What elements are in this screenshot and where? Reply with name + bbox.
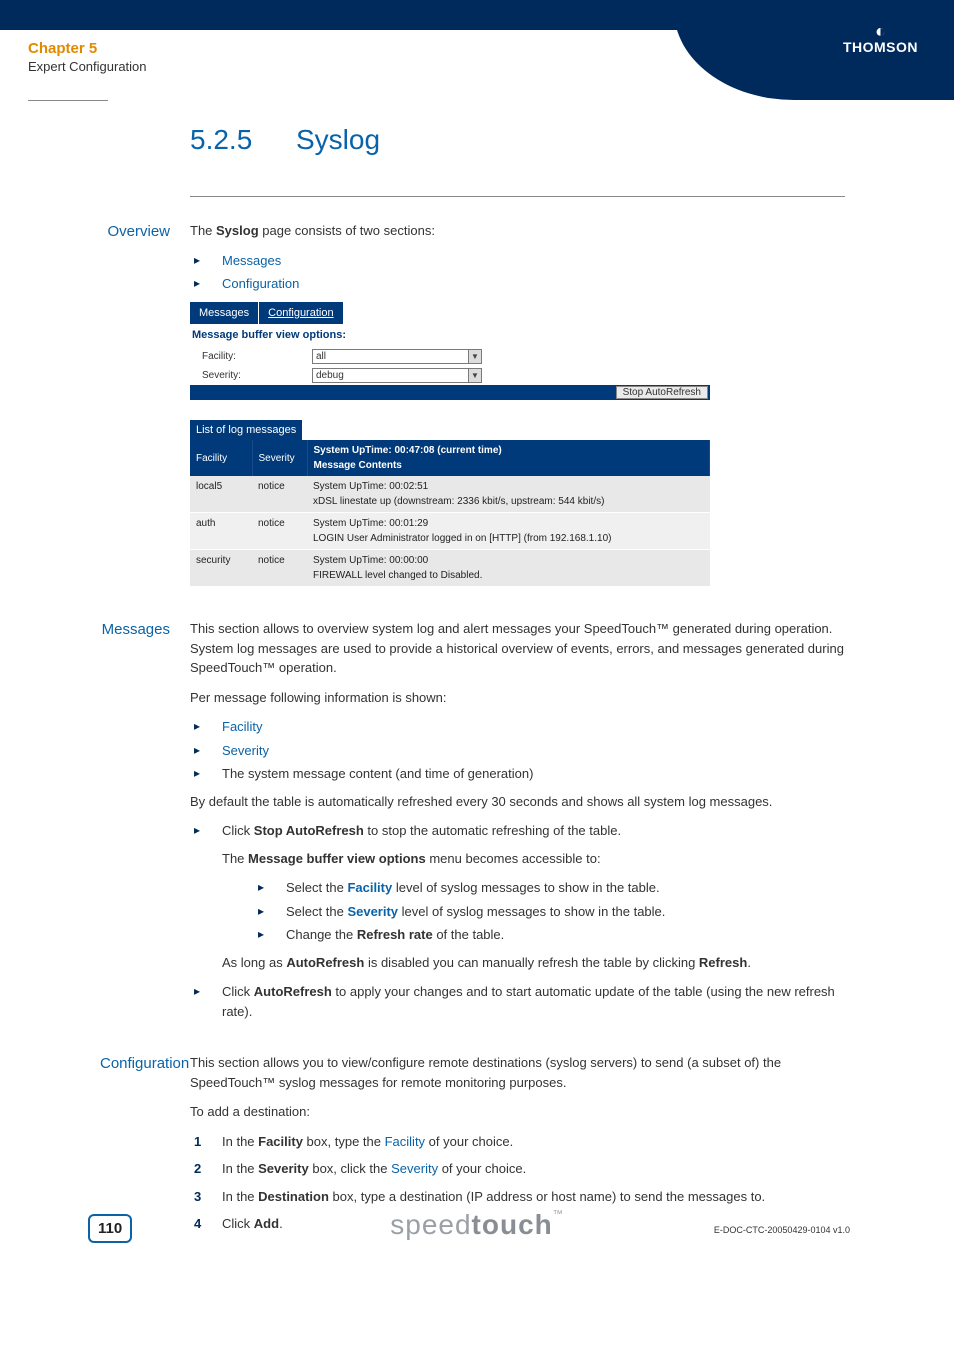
list-item: The system message content (and time of … (190, 764, 845, 784)
list-item: Change the Refresh rate of the table. (254, 925, 845, 945)
messages-label: Messages (100, 619, 190, 1029)
section-heading: 5.2.5 Syslog (190, 124, 845, 197)
overview-item-configuration[interactable]: Configuration (190, 274, 845, 294)
chapter-subtitle: Expert Configuration (28, 59, 147, 74)
log-list-label: List of log messages (190, 420, 302, 441)
list-item: Facility (190, 717, 845, 737)
list-item: Severity (190, 741, 845, 761)
overview-block: Overview The Syslog page consists of two… (190, 221, 845, 595)
list-item: Select the Severity level of syslog mess… (254, 902, 845, 922)
rule-under-chapter (28, 100, 108, 101)
doc-reference: E-DOC-CTC-20050429-0104 v1.0 (714, 1225, 850, 1235)
overview-content: The Syslog page consists of two sections… (190, 221, 845, 595)
buffer-options-label: Message buffer view options: (190, 324, 710, 347)
config-p1: This section allows you to view/configur… (190, 1053, 845, 1092)
tab-messages[interactable]: Messages (190, 302, 258, 325)
table-row: auth notice System UpTime: 00:01:29LOGIN… (190, 513, 710, 550)
messages-p1: This section allows to overview system l… (190, 619, 845, 678)
log-table: Facility Severity System UpTime: 00:47:0… (190, 440, 710, 587)
page-number: 110 (88, 1214, 132, 1243)
step-1: 1 In the Facility box, type the Facility… (190, 1132, 845, 1152)
log-table-header: Facility Severity System UpTime: 00:47:0… (190, 440, 710, 476)
chapter-block: Chapter 5 Expert Configuration (28, 40, 147, 74)
overview-item-messages[interactable]: Messages (190, 251, 845, 271)
chevron-down-icon: ▼ (468, 369, 481, 382)
severity-row: Severity: debug ▼ (190, 366, 710, 385)
facility-row: Facility: all ▼ (190, 347, 710, 366)
list-item: Click AutoRefresh to apply your changes … (190, 982, 845, 1021)
severity-label: Severity: (202, 368, 312, 383)
overview-label: Overview (100, 221, 190, 595)
msgbuf-line: The Message buffer view options menu bec… (222, 849, 845, 869)
facility-select[interactable]: all ▼ (312, 349, 482, 364)
step-3: 3 In the Destination box, type a destina… (190, 1187, 845, 1207)
messages-block: Messages This section allows to overview… (190, 619, 845, 1029)
config-p2: To add a destination: (190, 1102, 845, 1122)
severity-select[interactable]: debug ▼ (312, 368, 482, 383)
facility-value: all (316, 349, 326, 364)
table-row: security notice System UpTime: 00:00:00F… (190, 550, 710, 587)
messages-p2: Per message following information is sho… (190, 688, 845, 708)
overview-list: Messages Configuration (190, 251, 845, 294)
tab-configuration[interactable]: Configuration (259, 302, 342, 325)
col-message: System UpTime: 00:47:08 (current time) M… (307, 440, 710, 476)
section-title: Syslog (296, 124, 380, 156)
widget-tabs: Messages Configuration (190, 302, 710, 325)
table-row: local5 notice System UpTime: 00:02:51xDS… (190, 476, 710, 513)
col-severity: Severity (252, 440, 307, 476)
messages-content: This section allows to overview system l… (190, 619, 845, 1029)
chevron-down-icon: ▼ (468, 350, 481, 363)
severity-value: debug (316, 368, 344, 383)
step-2: 2 In the Severity box, click the Severit… (190, 1159, 845, 1179)
overview-intro: The Syslog page consists of two sections… (190, 221, 845, 241)
messages-p3: By default the table is automatically re… (190, 792, 845, 812)
thomson-logo: ◐ THOMSON (843, 24, 918, 57)
widget-action-bar: Stop AutoRefresh (190, 385, 710, 400)
section-number: 5.2.5 (190, 124, 280, 156)
list-item: Click Stop AutoRefresh to stop the autom… (190, 821, 845, 972)
syslog-widget: Messages Configuration Message buffer vi… (190, 302, 710, 588)
messages-list-2: Click Stop AutoRefresh to stop the autom… (190, 821, 845, 1021)
stop-autorefresh-button[interactable]: Stop AutoRefresh (616, 386, 708, 399)
messages-list-1: Facility Severity The system message con… (190, 717, 845, 784)
chapter-title: Chapter 5 (28, 40, 147, 57)
thomson-logo-text: THOMSON (843, 39, 918, 55)
nested-list: Select the Facility level of syslog mess… (254, 878, 845, 945)
autorefresh-off-note: As long as AutoRefresh is disabled you c… (222, 953, 845, 973)
main-content: 5.2.5 Syslog Overview The Syslog page co… (190, 130, 845, 1242)
col-facility: Facility (190, 440, 252, 476)
facility-label: Facility: (202, 349, 312, 364)
speedtouch-logo: speedtouch™ (390, 1209, 564, 1241)
list-item: Select the Facility level of syslog mess… (254, 878, 845, 898)
thomson-logo-icon: ◐ (843, 24, 918, 38)
